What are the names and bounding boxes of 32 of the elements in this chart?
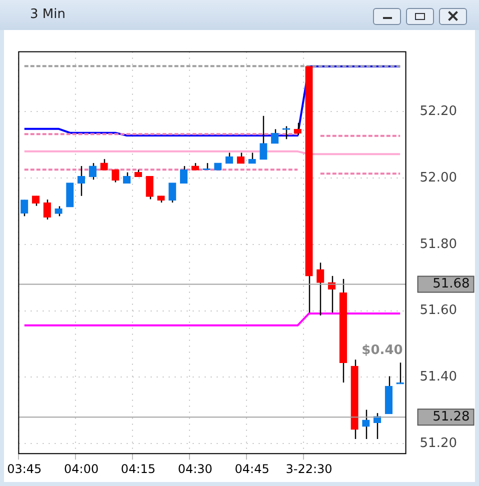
candlestick [282,126,290,140]
chart-title: 3 Min [30,7,66,22]
candlestick [123,172,131,184]
candlestick [180,165,188,184]
candlestick [236,152,245,164]
candlestick [294,122,302,136]
y-tick-label: 51.20 [420,436,457,452]
candlestick [260,115,268,160]
x-tick-label: 04:00 [64,462,99,476]
candlestick [362,409,370,440]
candlestick [54,206,62,217]
y-tick-label: 52.00 [420,170,457,186]
x-tick-label: 04:45 [234,462,270,476]
candlestick [146,176,154,200]
candlestick [225,152,234,164]
x-tick-label: 04:30 [178,462,212,476]
candlestick [168,182,176,204]
x-tick-label: 3-22:30 [286,462,332,476]
ref-line-label: 51.68 [432,276,470,292]
y-tick-label: 51.80 [420,236,457,252]
x-tick-label: 04:15 [120,462,156,476]
y-tick-label: 51.40 [420,370,457,385]
candlestick [20,199,28,217]
y-tick-label: 51.60 [420,303,457,318]
x-tick-label: 03:45 [7,462,42,476]
annotation: $0.40 [362,343,403,358]
candlestick [77,165,86,197]
candlestick [248,152,256,164]
candlestick [316,262,324,316]
candlestick [43,198,51,220]
y-tick-label: 52.20 [420,104,457,119]
ref-line-label: 51.28 [432,409,470,424]
